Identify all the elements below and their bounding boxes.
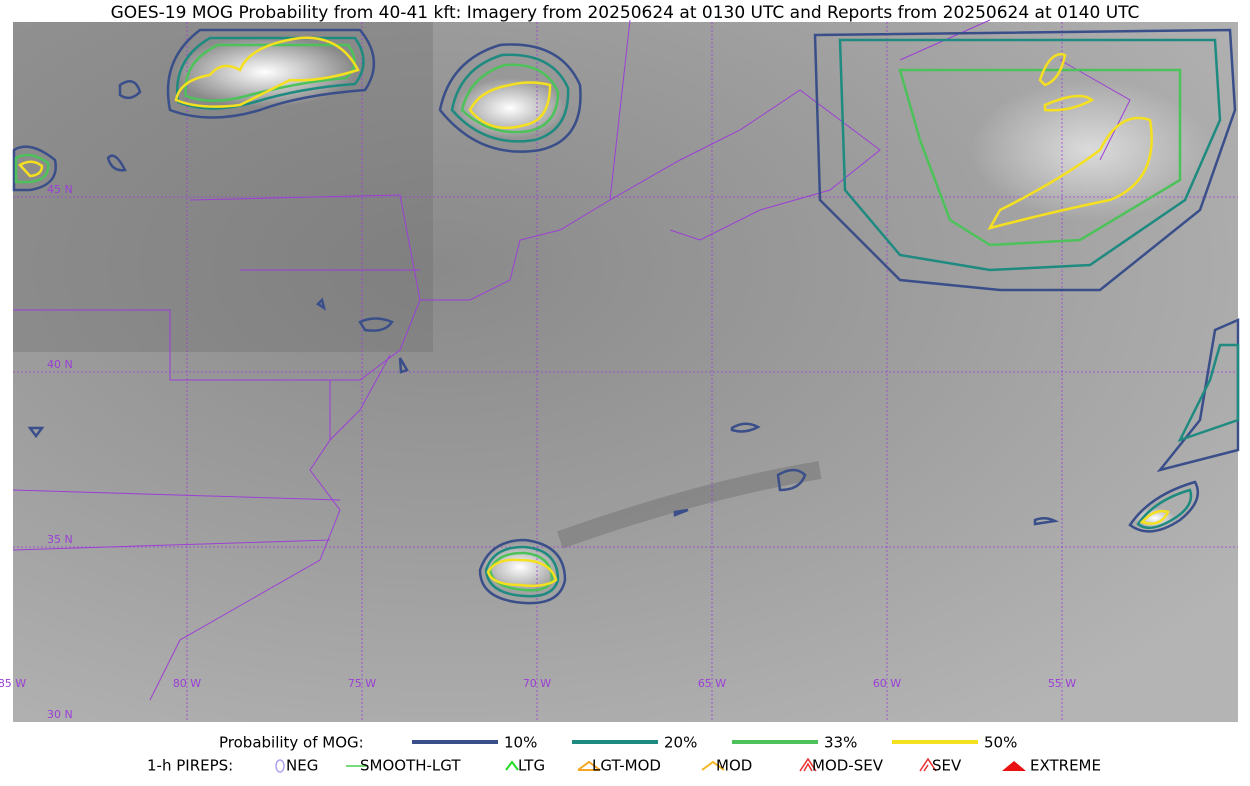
lon-label: 80 W <box>173 677 201 690</box>
pirep-icon <box>505 760 519 771</box>
pirep-icon <box>701 760 725 771</box>
lon-labels: 85 W 80 W 75 W 70 W 65 W 60 W 55 W <box>0 677 1076 690</box>
cloud <box>455 78 565 138</box>
lon-label: 75 W <box>348 677 376 690</box>
lon-label: 60 W <box>873 677 901 690</box>
lat-labels: 45 N 40 N 35 N 30 N <box>47 183 73 721</box>
pirep-icon <box>275 759 285 773</box>
legend-label: MOD-SEV <box>812 757 884 775</box>
lat-label: 40 N <box>47 358 73 371</box>
legend-title: Probability of MOG: <box>219 734 364 752</box>
lat-label: 35 N <box>47 533 73 546</box>
pirep-icon <box>919 757 937 772</box>
pirep-icon <box>799 757 817 772</box>
legend-label: EXTREME <box>1030 757 1101 775</box>
dry-band <box>556 461 822 549</box>
legend-label: 33% <box>824 734 857 752</box>
lat-label: 30 N <box>47 708 73 721</box>
contours <box>12 28 1240 605</box>
title: GOES-19 MOG Probability from 40-41 kft: … <box>111 3 1140 23</box>
legend-title: 1-h PIREPS: <box>147 757 233 775</box>
map: 45 N 40 N 35 N 30 N 85 W 80 W 75 W 70 W … <box>0 19 1240 722</box>
legend-label: LTG <box>518 757 545 775</box>
lon-label: 85 W <box>0 677 26 690</box>
legend-label: MOD <box>716 757 752 775</box>
legend-label: 10% <box>504 734 537 752</box>
legend-label: 50% <box>984 734 1017 752</box>
legend-label: SEV <box>932 757 962 775</box>
lon-label: 65 W <box>698 677 726 690</box>
coastlines <box>12 19 1131 701</box>
cloud <box>482 543 558 591</box>
legend-label: 20% <box>664 734 697 752</box>
legend: Probability of MOG: 1-h PIREPS: 10% 20% 33… <box>147 734 1101 775</box>
lon-label: 55 W <box>1048 677 1076 690</box>
lat-label: 45 N <box>47 183 73 196</box>
pirep-icon <box>577 760 601 771</box>
legend-label: SMOOTH-LGT <box>360 757 461 775</box>
pirep-icon <box>1002 761 1026 771</box>
cloud <box>970 80 1210 220</box>
legend-label: NEG <box>286 757 318 775</box>
lon-label: 70 W <box>523 677 551 690</box>
legend-label: LGT-MOD <box>592 757 661 775</box>
